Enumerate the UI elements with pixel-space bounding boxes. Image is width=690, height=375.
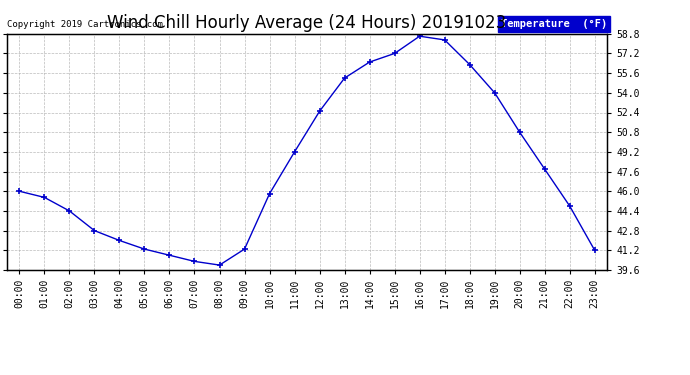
Title: Wind Chill Hourly Average (24 Hours) 20191023: Wind Chill Hourly Average (24 Hours) 201… — [108, 14, 506, 32]
Text: Temperature  (°F): Temperature (°F) — [501, 19, 607, 29]
Text: Copyright 2019 Cartronics.com: Copyright 2019 Cartronics.com — [7, 20, 163, 29]
